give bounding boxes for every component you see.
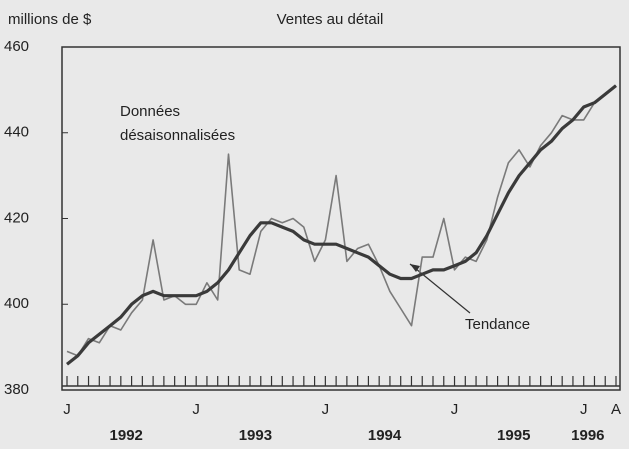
x-tick-label: J	[63, 401, 71, 418]
x-tick-label: A	[611, 401, 621, 418]
chart-title: Ventes au détail	[277, 11, 384, 28]
annotation: Tendance	[465, 316, 530, 333]
x-group-label: 1992	[110, 427, 143, 444]
series-line	[66, 84, 617, 357]
annotation: désaisonnalisées	[120, 127, 235, 144]
x-tick-label: J	[322, 401, 330, 418]
y-tick-label: 400	[4, 295, 29, 312]
y-tick-label: 460	[4, 38, 29, 55]
x-tick-label: J	[192, 401, 200, 418]
x-group-label: 1993	[239, 427, 272, 444]
x-group-label: 1995	[497, 427, 530, 444]
x-tick-label: J	[580, 401, 588, 418]
y-tick-label: 440	[4, 124, 29, 141]
annotation: Données	[120, 103, 180, 120]
series-line	[66, 84, 617, 366]
y-tick-label: 420	[4, 209, 29, 226]
y-tick-label: 380	[4, 381, 29, 398]
x-group-label: 1996	[571, 427, 604, 444]
arrow-head	[410, 264, 420, 272]
x-group-label: 1994	[368, 427, 402, 444]
y-axis-label: millions de $	[8, 11, 92, 28]
x-tick-label: J	[451, 401, 459, 418]
